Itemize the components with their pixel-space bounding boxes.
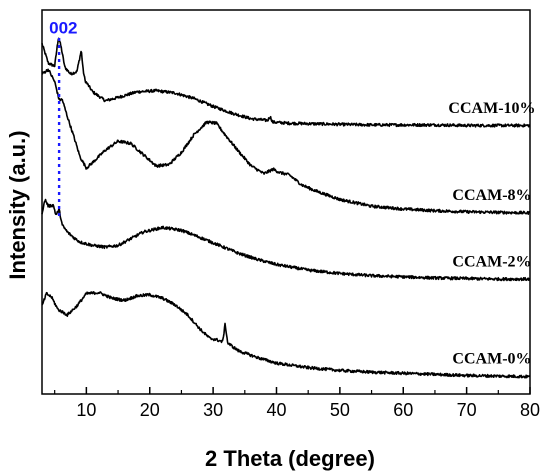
x-axis-title: 2 Theta (degree): [205, 446, 375, 471]
series-label-CCAM-0%: CCAM-0%: [452, 351, 531, 368]
series-line-CCAM-0%: [41, 290, 531, 379]
x-tick-label-30: 30: [203, 400, 223, 420]
plot-frame: [41, 9, 531, 395]
y-axis-title: Intensity (a.u.): [5, 130, 30, 279]
series-line-CCAM-10%: [41, 37, 531, 128]
x-tick-label-40: 40: [266, 400, 286, 420]
x-tick-label-80: 80: [520, 400, 540, 420]
x-tick-label-20: 20: [140, 400, 160, 420]
peak-002-label: 002: [49, 19, 77, 38]
series-layer: CCAM-10% CCAM-8% CCAM-2% CCAM-0%: [41, 37, 536, 379]
x-tick-label-60: 60: [393, 400, 413, 420]
series-label-CCAM-2%: CCAM-2%: [452, 254, 531, 271]
x-tick-label-50: 50: [330, 400, 350, 420]
annotation-layer: 002: [49, 19, 77, 218]
x-tick-label-70: 70: [457, 400, 477, 420]
series-label-CCAM-8%: CCAM-8%: [452, 187, 531, 204]
axis-layer: 10 20 30 40 50 60 70 80: [41, 9, 540, 420]
series-line-CCAM-8%: [41, 68, 531, 216]
x-tick-label-10: 10: [76, 400, 96, 420]
series-label-CCAM-10%: CCAM-10%: [448, 100, 535, 117]
series-line-CCAM-2%: [41, 198, 531, 282]
